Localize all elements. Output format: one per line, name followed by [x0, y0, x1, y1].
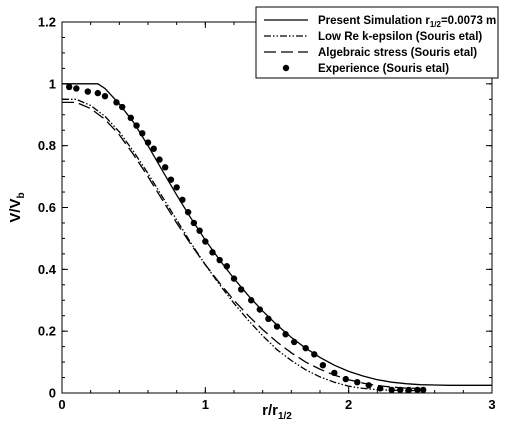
- y-axis-title: V/Vb: [7, 192, 27, 222]
- experience-point: [342, 375, 349, 383]
- legend-label: Algebraic stress (Souris etal): [318, 47, 477, 59]
- experience-markers: [65, 83, 427, 394]
- experience-point: [216, 256, 223, 264]
- x-tick-label: 2: [345, 397, 352, 412]
- experience-point: [397, 386, 404, 394]
- experience-point: [119, 103, 126, 111]
- experience-point: [139, 130, 146, 137]
- legend-box: [255, 6, 499, 79]
- x-tick-label: 1: [202, 397, 209, 412]
- experience-point: [420, 386, 427, 394]
- experience-point: [237, 286, 245, 293]
- experience-point: [265, 315, 272, 322]
- legend-label: Experience (Souris etal): [318, 63, 449, 75]
- experience-point: [291, 338, 298, 346]
- y-tick-label: 1: [49, 76, 56, 91]
- series-line-dash-dot-dot: [62, 98, 421, 392]
- experience-point: [162, 164, 169, 171]
- y-tick-label: 0.6: [38, 200, 56, 215]
- legend-label: Present Simulation r1/2=0.0073 m: [318, 15, 496, 29]
- experience-point: [101, 93, 109, 100]
- x-axis-title-sub: 1/2: [278, 411, 292, 422]
- experience-point: [388, 386, 395, 394]
- experience-point: [414, 386, 421, 394]
- experience-point: [156, 156, 163, 163]
- y-tick-label: 0.4: [38, 262, 57, 277]
- experience-point: [65, 83, 73, 91]
- experience-point: [209, 249, 216, 256]
- y-tick-label: 0.2: [38, 324, 56, 339]
- experience-point: [94, 89, 102, 97]
- series-layer: [62, 83, 492, 394]
- experience-point: [173, 184, 180, 191]
- y-tick-label: 0.8: [38, 138, 56, 153]
- y-axis-title-main: V/V: [7, 198, 24, 222]
- experience-point: [196, 227, 203, 234]
- experience-point: [256, 306, 263, 313]
- legend-label: Low Re k-epsilon (Souris etal): [318, 31, 482, 43]
- experience-point: [223, 263, 231, 270]
- experience-point: [230, 275, 238, 282]
- experience-point: [377, 385, 384, 392]
- y-tick-label: 1.2: [38, 15, 56, 30]
- experience-point: [113, 99, 120, 106]
- experience-point: [202, 238, 209, 245]
- experience-point: [184, 208, 192, 216]
- experience-point: [331, 369, 338, 377]
- x-axis-title: r/r1/2: [262, 402, 292, 422]
- experience-point: [282, 331, 289, 338]
- experience-point: [365, 382, 372, 389]
- experience-point: [405, 386, 413, 394]
- experience-point: [150, 145, 157, 152]
- legend-marker: [282, 64, 290, 72]
- experience-point: [319, 361, 327, 369]
- experience-point: [84, 88, 92, 95]
- experience-point: [273, 323, 281, 330]
- experience-point: [127, 114, 134, 122]
- experience-point: [302, 344, 309, 352]
- x-tick-label: 0: [58, 397, 65, 412]
- experience-point: [354, 378, 361, 386]
- tick-labels: 0 1 2 3 0 0.2 0.4 0.6 0.8 1 1.2: [38, 15, 496, 413]
- experience-point: [179, 196, 186, 203]
- x-tick-label: 3: [488, 397, 495, 412]
- experience-point: [144, 139, 152, 146]
- experience-point: [133, 122, 140, 129]
- legend: Present Simulation r1/2=0.0073 m Low Re k…: [255, 6, 499, 79]
- experience-point: [248, 297, 255, 304]
- experience-point: [73, 85, 80, 92]
- experience-point: [311, 351, 318, 358]
- series-line-long-dash: [62, 101, 421, 390]
- y-tick-label: 0: [49, 386, 56, 401]
- experience-point: [190, 219, 198, 227]
- x-axis-title-main: r/r: [262, 402, 278, 419]
- series-line-solid: [62, 83, 492, 386]
- experience-point: [167, 176, 175, 183]
- y-axis-title-sub: b: [16, 192, 27, 198]
